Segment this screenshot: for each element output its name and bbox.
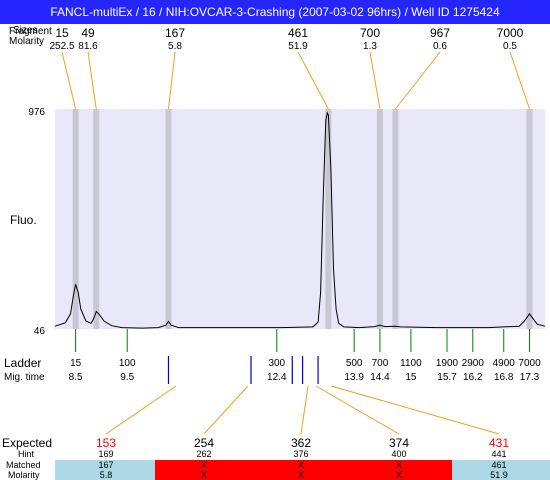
ladder-size-label: 7000	[518, 358, 541, 369]
peak-connector	[509, 51, 530, 110]
peak-connector	[369, 51, 381, 110]
molarity-value: X	[396, 470, 402, 480]
peak-molarity-label: 252.5	[49, 41, 74, 52]
ladder-migtime-label: 16.2	[463, 372, 483, 383]
expected-value: 254	[194, 436, 214, 450]
matched-value: X	[201, 460, 207, 470]
hint-value: 169	[98, 449, 113, 459]
matched-value: 461	[491, 460, 506, 470]
size-row-label: Sizes	[13, 25, 37, 36]
ladder-size-label: 15	[70, 358, 82, 369]
peak-connector	[167, 51, 176, 110]
hint-value: 400	[391, 449, 406, 459]
molarity-value: 51.9	[490, 470, 508, 480]
ladder-size-label: 4900	[493, 358, 516, 369]
peak-molarity-label: 0.5	[503, 41, 517, 52]
ladder-migtime-label: 14.4	[370, 372, 390, 383]
ladder-migtime-label: 13.9	[344, 372, 364, 383]
molarity-bottom-row-label: Molarity	[8, 470, 40, 480]
hint-value: 441	[491, 449, 506, 459]
peak-size-label: 700	[360, 26, 380, 40]
ladder-migtime-label: 15.7	[437, 372, 457, 383]
ladder-size-label: 300	[268, 358, 285, 369]
peak-band	[392, 109, 399, 329]
expected-connector	[105, 385, 177, 435]
ladder-size-label: 700	[372, 358, 389, 369]
peak-band	[93, 109, 100, 329]
ladder-size-label: 1100	[400, 358, 422, 369]
expected-connector	[330, 385, 500, 435]
peak-connector	[61, 51, 77, 110]
window-title: FANCL-multiEx / 16 / NIH:OVCAR-3-Crashin…	[0, 0, 550, 24]
expected-connector	[300, 385, 309, 435]
ladder-size-label: 2900	[462, 358, 485, 369]
hint-value: 376	[293, 449, 308, 459]
matched-band-fail	[155, 460, 452, 480]
ladder-migtime-label: 9.5	[120, 372, 134, 383]
peak-molarity-label: 5.8	[168, 41, 182, 52]
molarity-row-label: Molarity	[9, 36, 44, 47]
molarity-value: X	[201, 470, 207, 480]
ladder-size-label: 500	[346, 358, 363, 369]
ladder-migtime-label: 15	[405, 372, 417, 383]
peak-size-label: 167	[165, 26, 185, 40]
molarity-value: X	[298, 470, 304, 480]
peak-connector	[297, 51, 329, 110]
peak-molarity-label: 0.6	[433, 41, 447, 52]
peak-size-label: 49	[81, 26, 95, 40]
peak-band	[376, 109, 383, 329]
ladder-migtime-label: 12.4	[267, 372, 287, 383]
ladder-size-label: 1900	[436, 358, 459, 369]
peak-size-label: 461	[288, 26, 308, 40]
expected-value: 374	[389, 436, 409, 450]
ladder-migtime-label: 8.5	[69, 372, 83, 383]
expected-value: 362	[291, 436, 311, 450]
hint-row-label: Hint	[18, 449, 35, 459]
molarity-value: 5.8	[100, 470, 113, 480]
ladder-migtime-label: 17.3	[520, 372, 540, 383]
matched-value: X	[396, 460, 402, 470]
peak-band	[325, 109, 332, 329]
peak-molarity-label: 81.6	[78, 41, 98, 52]
peak-connector	[395, 51, 441, 110]
peak-molarity-label: 1.3	[363, 41, 377, 52]
y-tick-label: 46	[34, 326, 46, 337]
expected-connector	[203, 385, 249, 435]
peak-size-label: 967	[430, 26, 450, 40]
ladder-size-label: 100	[119, 358, 136, 369]
expected-value: 153	[96, 436, 116, 450]
expected-row-label: Expected	[2, 436, 52, 450]
fragment-row-label: Fragment	[9, 26, 52, 37]
peak-molarity-label: 51.9	[288, 41, 308, 52]
matched-band-ok	[452, 460, 550, 480]
expected-value: 431	[489, 436, 509, 450]
peak-connector	[87, 51, 97, 110]
migtime-row-label: Mig. time	[4, 372, 45, 383]
peak-size-label: 7000	[497, 26, 524, 40]
peak-band	[526, 109, 533, 329]
plot-area	[55, 109, 545, 329]
ladder-row-label: Ladder	[4, 356, 41, 370]
matched-value: 167	[98, 460, 113, 470]
peak-band	[72, 109, 79, 329]
fluorescence-trace	[54, 111, 546, 329]
matched-value: X	[298, 460, 304, 470]
expected-connector	[315, 385, 400, 435]
peak-size-label: 15	[55, 26, 69, 40]
ladder-migtime-label: 16.8	[494, 372, 514, 383]
hint-value: 262	[196, 449, 211, 459]
matched-band-ok	[55, 460, 155, 480]
matched-row-label: Matched	[6, 460, 41, 470]
y-axis-label: Fluo.	[10, 213, 37, 227]
y-tick-label: 976	[28, 107, 45, 118]
peak-band	[165, 109, 172, 329]
